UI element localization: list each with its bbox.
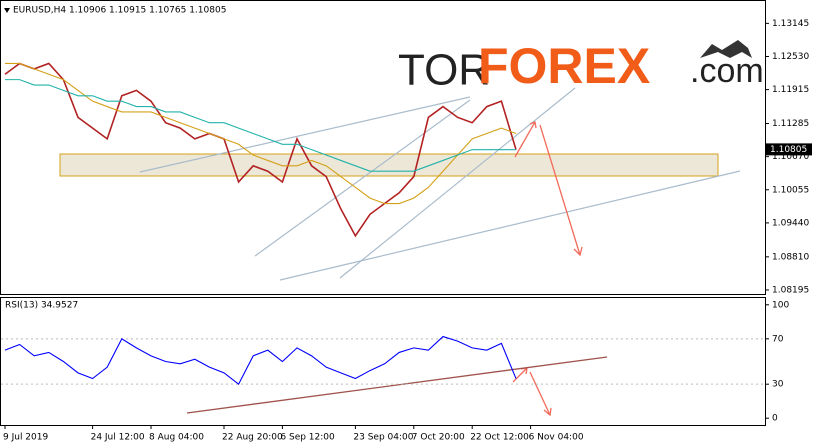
support-zone	[59, 153, 719, 177]
y-tick-label: 1.12530	[772, 52, 809, 62]
x-tick-label: 7 Oct 20:00	[412, 433, 465, 443]
series-line	[4, 62, 517, 238]
x-tick-label: 6 Sep 12:00	[280, 433, 335, 443]
logo-tor: TOR	[398, 46, 490, 95]
rsi-panel	[0, 297, 766, 426]
rsi-title: RSI(13) 34.9527	[5, 301, 78, 311]
y-tick-label: 0	[772, 414, 778, 424]
last-price-label: 1.10805	[770, 145, 807, 155]
x-tick-label: 22 Oct 12:00	[470, 433, 529, 443]
chart-title: EURUSD,H4 1.10906 1.10915 1.10765 1.1080…	[13, 6, 226, 16]
series-line	[4, 335, 517, 386]
y-tick-label: 1.08810	[772, 252, 809, 262]
price-panel	[0, 0, 766, 295]
y-tick-label: 1.11915	[772, 85, 809, 95]
y-tick-label: 1.10055	[772, 185, 809, 195]
y-tick-label: 100	[772, 300, 789, 310]
y-tick-label: 1.11285	[772, 119, 809, 129]
y-tick-label: 1.08195	[772, 285, 809, 295]
x-tick-label: 6 Nov 04:00	[529, 433, 584, 443]
x-tick-label: 9 Jul 2019	[3, 433, 48, 443]
logo-forex: FOREX	[478, 38, 650, 94]
y-tick-label: 1.09440	[772, 218, 809, 228]
series-line	[5, 79, 516, 172]
forecast-arrows	[512, 121, 583, 417]
rsi-trend-line	[186, 356, 608, 414]
x-tick-label: 8 Aug 04:00	[149, 433, 204, 443]
logo-com: .com	[690, 52, 764, 90]
series-line	[5, 62, 517, 205]
y-tick-label: 1.13145	[772, 19, 809, 29]
symbol-icon	[4, 8, 10, 13]
trend-lines	[139, 87, 741, 281]
x-tick-label: 22 Aug 20:00	[222, 433, 283, 443]
logo: TOR FOREX .com	[398, 38, 764, 94]
last-price-box	[766, 143, 812, 156]
x-tick-label: 24 Jul 12:00	[91, 433, 145, 443]
y-tick-label: 30	[772, 380, 784, 390]
y-tick-label: 1.10670	[772, 152, 809, 162]
y-tick-label: 70	[772, 334, 784, 344]
x-tick-label: 23 Sep 04:00	[353, 433, 413, 443]
logo-bull	[700, 40, 752, 58]
